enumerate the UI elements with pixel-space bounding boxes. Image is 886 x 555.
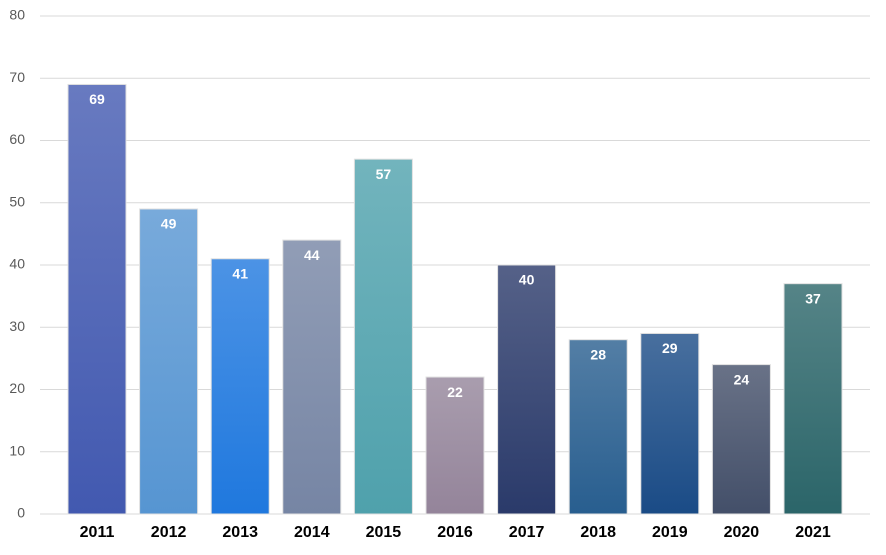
bar — [568, 339, 628, 515]
bar — [425, 376, 485, 515]
value-label: 24 — [734, 371, 750, 387]
bar — [67, 83, 127, 515]
x-tick-label: 2016 — [437, 524, 473, 541]
x-tick-label: 2020 — [724, 524, 760, 541]
x-tick-label: 2015 — [366, 524, 402, 541]
bar — [497, 264, 557, 515]
value-label: 41 — [232, 265, 248, 281]
y-tick-label: 40 — [9, 256, 25, 272]
value-label: 57 — [376, 166, 392, 182]
value-label: 40 — [519, 272, 535, 288]
x-tick-label: 2012 — [151, 524, 187, 541]
y-tick-label: 10 — [9, 442, 25, 458]
x-tick-label: 2013 — [222, 524, 258, 541]
y-tick-label: 60 — [9, 131, 25, 147]
value-label: 29 — [662, 340, 678, 356]
y-tick-label: 30 — [9, 318, 25, 334]
x-tick-label: 2021 — [795, 524, 831, 541]
bar — [282, 239, 342, 515]
x-tick-label: 2014 — [294, 524, 330, 541]
bar — [783, 283, 843, 515]
y-tick-label: 80 — [9, 7, 25, 23]
x-tick-label: 2019 — [652, 524, 688, 541]
y-tick-label: 0 — [17, 505, 25, 521]
y-tick-label: 20 — [9, 380, 25, 396]
y-tick-label: 70 — [9, 69, 25, 85]
value-label: 44 — [304, 247, 320, 263]
y-tick-label: 50 — [9, 193, 25, 209]
x-tick-label: 2017 — [509, 524, 545, 541]
value-label: 28 — [590, 346, 606, 362]
x-tick-label: 2018 — [580, 524, 616, 541]
bar — [711, 364, 771, 515]
bar — [640, 332, 700, 515]
bar — [210, 258, 270, 515]
bar — [353, 158, 413, 515]
value-label: 37 — [805, 290, 821, 306]
value-label: 49 — [161, 216, 177, 232]
value-label: 69 — [89, 91, 105, 107]
value-label: 22 — [447, 384, 463, 400]
bar — [139, 208, 199, 515]
x-tick-label: 2011 — [80, 524, 115, 541]
